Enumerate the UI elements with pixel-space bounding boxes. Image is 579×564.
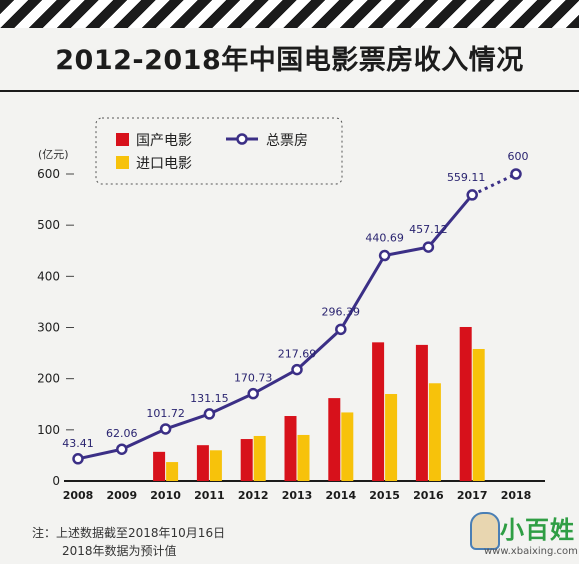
total-point (422, 241, 435, 253)
legend-label-domestic: 国产电影 (136, 133, 192, 149)
footnote: 注：上述数据截至2018年10月16日 2018年数据为预计值 (32, 524, 225, 560)
y-tick-label: 200 (37, 372, 60, 386)
logo-text: 小百姓 (500, 516, 575, 544)
total-data-label: 296.39 (322, 305, 361, 318)
title-rule (0, 90, 579, 92)
x-tick-label: 2009 (106, 489, 137, 502)
x-tick-label: 2012 (238, 489, 269, 502)
bar-domestic (372, 342, 385, 481)
x-tick-label: 2013 (282, 489, 313, 502)
x-tick-label: 2018 (501, 489, 532, 502)
logo-url: www.xbaixing.com (484, 546, 578, 557)
bar-imported (472, 348, 485, 481)
bar-imported (385, 394, 398, 481)
total-data-label: 559.11 (447, 171, 486, 184)
legend-label-imported: 进口电影 (136, 156, 192, 172)
bar-domestic (284, 416, 297, 481)
total-data-label: 217.69 (278, 348, 317, 361)
footnote-line-1: 注：上述数据截至2018年10月16日 (32, 526, 226, 540)
total-data-label: 131.15 (190, 392, 229, 405)
total-point (466, 189, 478, 201)
total-data-label: 101.72 (146, 407, 185, 420)
bar-domestic (328, 398, 341, 481)
total-line-projected (471, 172, 517, 197)
total-data-label: 440.69 (365, 232, 404, 245)
bar-imported (209, 450, 222, 481)
total-point (335, 323, 347, 336)
y-tick-label: 100 (37, 423, 60, 437)
x-tick-label: 2014 (325, 489, 356, 502)
y-unit-label: (亿元) (38, 148, 69, 161)
bar-imported (253, 435, 266, 481)
bar-imported (166, 462, 179, 481)
total-data-label: 62.06 (106, 427, 138, 440)
y-tick-label: 400 (37, 269, 60, 283)
legend-marker-total (236, 133, 248, 145)
header-stripe (0, 0, 579, 28)
legend-swatch-imported (116, 156, 129, 169)
bar-domestic (196, 445, 209, 481)
total-point (510, 168, 522, 180)
total-point (378, 249, 391, 262)
bar-imported (341, 412, 354, 481)
total-line (77, 193, 474, 461)
bar-domestic (459, 326, 472, 481)
x-tick-label: 2008 (63, 489, 94, 502)
total-point (159, 423, 172, 435)
bar-domestic (415, 344, 428, 481)
x-tick-label: 2016 (413, 489, 444, 502)
total-data-label: 457.12 (409, 223, 448, 236)
bar-domestic (240, 439, 253, 481)
x-tick-label: 2017 (457, 489, 488, 502)
legend-swatch-domestic (116, 133, 129, 146)
total-point (291, 363, 303, 376)
x-tick-label: 2015 (369, 489, 400, 502)
bar-imported (297, 434, 310, 481)
total-point (203, 408, 216, 420)
y-tick-label: 500 (37, 218, 60, 232)
legend-label-total: 总票房 (266, 133, 308, 149)
total-point (116, 443, 128, 455)
total-point (72, 453, 84, 465)
x-tick-label: 2011 (194, 489, 225, 502)
y-tick-label: 600 (37, 167, 60, 181)
total-point (247, 387, 259, 400)
total-data-label: 600 (508, 150, 529, 163)
footnote-line-2: 2018年数据为预计值 (62, 544, 177, 558)
total-data-label: 43.41 (62, 437, 94, 450)
total-data-label: 170.73 (234, 372, 273, 385)
bar-domestic (153, 451, 166, 481)
y-tick-label: 0 (52, 474, 60, 488)
bar-imported (428, 383, 441, 481)
legend-box (95, 117, 343, 185)
site-logo: 小百姓 www.xbaixing.com (470, 510, 578, 560)
y-tick-label: 300 (37, 321, 60, 335)
page-title: 2012-2018年中国电影票房收入情况 (55, 45, 524, 76)
x-tick-label: 2010 (150, 489, 181, 502)
mascot-icon (470, 512, 500, 550)
